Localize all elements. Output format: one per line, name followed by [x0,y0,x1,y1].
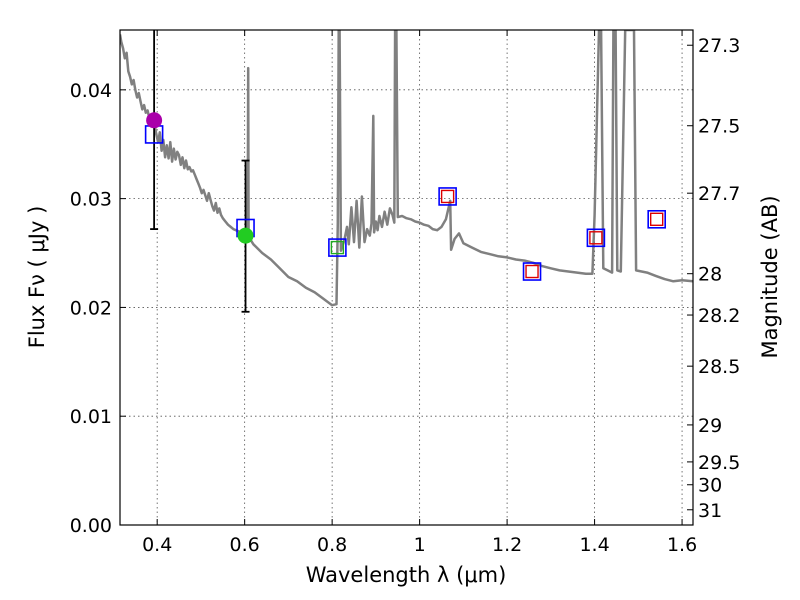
x-tick-label: 1.4 [579,534,609,556]
x-tick-label: 0.4 [142,534,172,556]
series-layer [120,30,693,307]
y-axis-label: Flux Fν ( μJy ) [25,206,49,349]
x-tick-label: 0.8 [317,534,347,556]
x-tick-label: 1.2 [492,534,522,556]
grid-lines [120,30,693,526]
x-tick-label: 1 [414,534,426,556]
right-tick-label: 27.5 [698,116,740,138]
plot-frame [119,29,694,526]
error-bar-layer [150,30,250,313]
y-axis-ticks: 0.00 0.01 0.02 0.03 0.04 [70,80,126,537]
right-tick-label: 28.5 [698,356,740,378]
observed-flux-point [146,112,163,129]
observed-flux-square [525,264,539,279]
x-axis-label: Wavelength λ (μm) [306,563,507,587]
x-axis-ticks: 0.4 0.6 0.8 1 1.2 1.4 1.6 [142,30,697,556]
observed-flux-square [589,231,603,245]
observed-flux-point [237,227,254,244]
right-tick-label: 28 [698,264,722,286]
marker-layer [144,112,666,281]
observed-flux-square [649,212,664,226]
model-spectrum-line [120,30,693,307]
model-flux-square [647,209,666,229]
model-flux-square [522,262,542,281]
right-tick-label: 29.5 [698,452,740,474]
x-tick-label: 0.6 [230,534,260,556]
right-axis-ticks: 27.3 27.5 27.7 28 28.2 28.5 29 29.530 31 [687,35,740,522]
right-tick-label: 27.3 [698,35,740,57]
model-flux-square [328,238,347,257]
y-tick-label: 0.01 [70,406,112,428]
y-tick-label: 0.02 [70,297,112,319]
y-tick-label: 0.00 [70,515,112,537]
y-tick-label: 0.04 [70,80,112,102]
model-flux-square [438,187,457,206]
right-tick-label: 27.7 [698,183,740,205]
right-tick-label: 29 [698,415,722,437]
observed-flux-square [440,189,455,204]
right-tick-label: 28.2 [698,305,740,327]
observed-flux-square [330,240,345,255]
y-tick-label: 0.03 [70,189,112,211]
right-axis-label: Magnitude (AB) [758,195,782,358]
x-tick-label: 1.6 [667,534,697,556]
right-tick-label: 30 [698,475,722,497]
plot-area [120,30,693,313]
right-tick-label: 31 [698,500,722,522]
model-flux-square [586,228,606,248]
